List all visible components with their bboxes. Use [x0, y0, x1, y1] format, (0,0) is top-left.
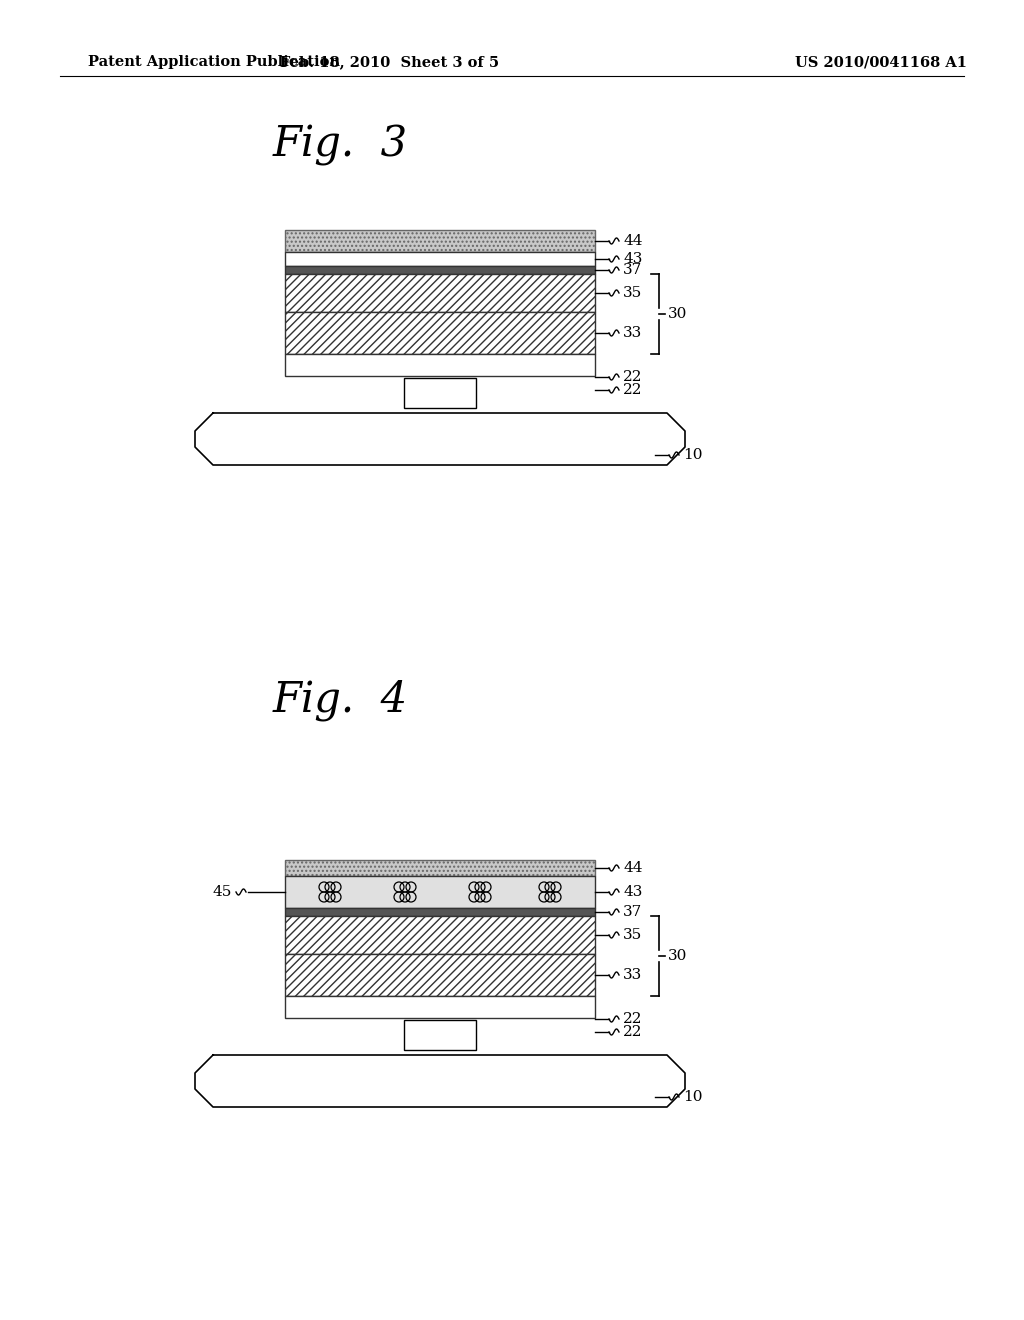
Bar: [285, 876, 595, 908]
Bar: [285, 997, 595, 1018]
Text: 43: 43: [623, 884, 642, 899]
Text: Feb. 18, 2010  Sheet 3 of 5: Feb. 18, 2010 Sheet 3 of 5: [281, 55, 500, 69]
Polygon shape: [195, 413, 685, 465]
Bar: [285, 267, 595, 275]
Text: 35: 35: [623, 286, 642, 300]
Text: 44: 44: [623, 861, 642, 875]
Text: Fig.  3: Fig. 3: [272, 124, 408, 166]
Text: 30: 30: [668, 949, 687, 964]
Bar: [404, 1020, 476, 1049]
Text: 45: 45: [213, 884, 232, 899]
Polygon shape: [195, 1055, 685, 1107]
Bar: [285, 861, 595, 876]
Bar: [285, 354, 595, 376]
Text: 43: 43: [623, 252, 642, 267]
Text: 30: 30: [668, 308, 687, 321]
Text: 33: 33: [623, 968, 642, 982]
Text: 22: 22: [623, 383, 642, 397]
Text: Fig.  4: Fig. 4: [272, 678, 408, 721]
Bar: [285, 908, 595, 916]
Bar: [285, 252, 595, 267]
Text: 33: 33: [623, 326, 642, 341]
Text: 44: 44: [623, 234, 642, 248]
Bar: [285, 275, 595, 312]
Text: 22: 22: [623, 1026, 642, 1039]
Text: Patent Application Publication: Patent Application Publication: [88, 55, 340, 69]
Text: 37: 37: [623, 906, 642, 919]
Text: 10: 10: [683, 1090, 702, 1104]
Text: 22: 22: [623, 1012, 642, 1026]
Text: 10: 10: [683, 447, 702, 462]
Bar: [404, 378, 476, 408]
Text: 37: 37: [623, 263, 642, 277]
Bar: [285, 954, 595, 997]
Text: 35: 35: [623, 928, 642, 942]
Bar: [285, 916, 595, 954]
Bar: [285, 312, 595, 354]
Text: 22: 22: [623, 370, 642, 384]
Text: US 2010/0041168 A1: US 2010/0041168 A1: [795, 55, 967, 69]
Bar: [285, 230, 595, 252]
